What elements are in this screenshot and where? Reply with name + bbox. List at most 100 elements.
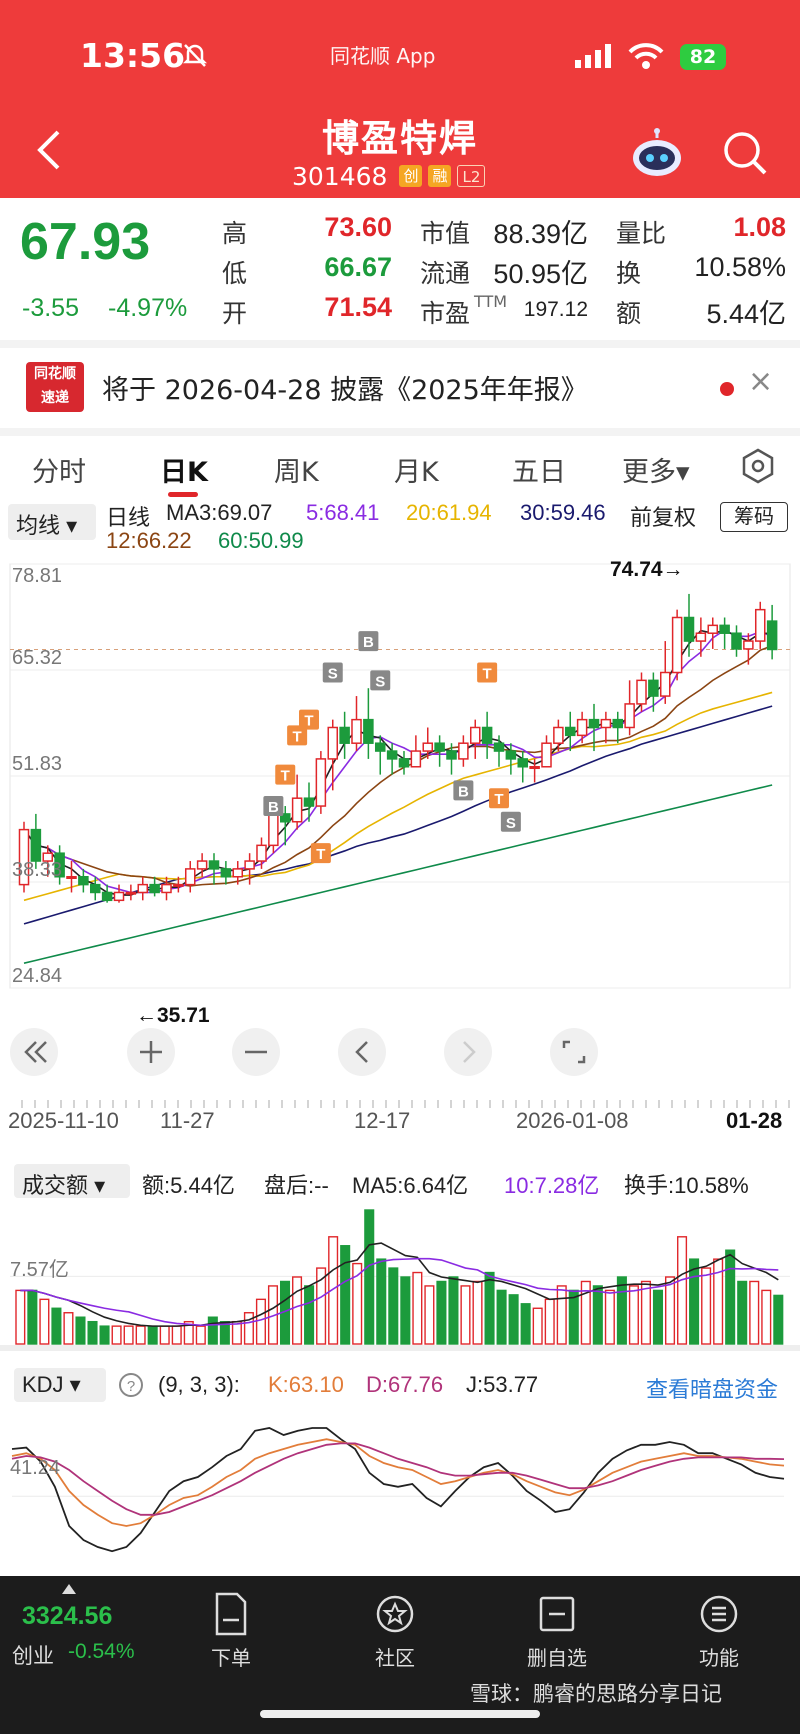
signal-marker [263,796,284,817]
collapse-button[interactable] [10,1028,58,1076]
candle-body [398,758,410,768]
settings-hexagon-icon[interactable] [740,448,776,484]
volume-bar [352,1262,363,1345]
volume-bar [63,1312,74,1345]
fullscreen-button[interactable] [550,1028,598,1076]
candle-body [517,758,529,768]
volume-bar [364,1209,375,1345]
source-app-name: 同花顺 App [330,44,436,68]
ma20-value: 20:61.94 [406,500,492,525]
volume-bar [340,1245,351,1345]
ma60-line [23,784,773,964]
signal-marker-label: B [268,799,279,816]
tab-intraday[interactable]: 分时 [32,457,86,488]
amount-value: 5.44亿 [706,299,786,329]
robot-assistant-icon[interactable] [630,128,684,178]
nav-remove-watchlist-label: 删自选 [527,1646,587,1670]
zoom-out-button[interactable] [232,1028,280,1076]
tab-five-day[interactable]: 五日 [512,457,566,488]
nav-functions[interactable]: 功能 [664,1592,774,1671]
chip-distribution-button[interactable]: 筹码 [720,502,788,532]
candle-body [303,797,315,807]
volume-ma10-line [20,1257,779,1327]
kdj-d: D:67.76 [366,1372,444,1397]
nav-order[interactable]: 下单 [176,1592,286,1671]
unread-dot [720,382,734,396]
nav-remove-watchlist[interactable]: 删自选 [502,1592,612,1671]
candle-body [184,868,196,886]
indicator-select[interactable]: 均线 ▾ [8,504,96,540]
candle-body [196,860,208,870]
volume-bar [388,1267,399,1345]
ma60-value: 60:50.99 [218,528,304,553]
candle-body [351,718,362,744]
volume-bar [87,1320,98,1345]
x-axis-dates: 2025-11-10 11-27 12-17 2026-01-08 01-28 [0,1108,800,1144]
candle-body [529,766,540,770]
kdj-indicator-select[interactable]: KDJ ▾ [14,1368,106,1402]
view-dark-pool-link[interactable]: 查看暗盘资金 [646,1377,779,1402]
volume-bar [39,1298,50,1345]
volume-bar [544,1298,555,1345]
kdj-chart[interactable]: 41.24 [0,1408,800,1558]
volume-bar [580,1280,591,1345]
stock-name: 博盈特焊 [322,117,478,160]
volume-ma-lines [0,1242,800,1351]
volume-bar [713,1258,724,1345]
scroll-left-button[interactable] [338,1028,386,1076]
remove-watchlist-icon [539,1596,575,1632]
x-tick-label-current: 01-28 [726,1108,783,1133]
candle-body [113,891,125,902]
tab-monthly-k[interactable]: 月K [394,457,439,488]
announcement-bar[interactable]: 同花顺 速递 将于 2026-04-28 披露《2025年年报》 × [0,340,800,420]
back-arrow-icon[interactable] [32,128,66,172]
index-value[interactable]: 3324.56 [22,1602,113,1630]
signal-marker-label: T [281,768,290,785]
candle-body [327,726,339,760]
battery-indicator: 82 [680,44,726,70]
scroll-right-button[interactable] [444,1028,492,1076]
candle-body [683,616,695,642]
candle-body [624,703,635,729]
search-icon[interactable] [722,130,768,176]
candle-body [505,750,517,760]
nav-community[interactable]: 社区 [340,1592,450,1671]
volume-ma5: MA5:6.64亿 [352,1173,469,1198]
signal-marker [299,709,319,730]
candle-body [636,679,647,705]
zoom-in-button[interactable] [127,1028,175,1076]
volume-chart[interactable]: 7.57亿 [0,1204,800,1354]
adjust-mode[interactable]: 前复权 [630,505,697,530]
tab-more[interactable]: 更多▾ [622,457,690,488]
candle-body [268,813,279,847]
candle-body [256,844,267,862]
low-annotation: ←35.71 [136,1004,210,1027]
candle-body [481,726,493,744]
candle-body [707,624,719,634]
volume-amount: 额:5.44亿 [142,1173,235,1198]
stock-code-row: 301468 创 融 L2 [292,162,486,191]
pe-value: 197.12 [523,298,588,321]
signal-marker [310,843,331,864]
candle-body [279,813,291,823]
help-icon[interactable]: ? [118,1372,144,1398]
candle-body [588,718,600,729]
close-icon[interactable]: × [748,364,774,399]
tab-daily-k[interactable]: 日K [160,457,208,488]
volume-bar [400,1276,411,1345]
tab-weekly-k[interactable]: 周K [274,457,319,488]
double-chevron-left-icon [24,1041,37,1063]
volume-indicator-select[interactable]: 成交额 ▾ [14,1164,130,1198]
volume-bar [472,1280,483,1345]
kdj-lines [11,1427,785,1553]
kdj-j-line [11,1427,785,1553]
ma-legend: 均线 ▾ 日线 MA3:69.07 5:68.41 20:61.94 30:59… [0,496,800,556]
bottom-nav: 3324.56 创业 -0.54% 下单 社区 删自选 功能 雪球：鹏睿的思路分… [0,1576,800,1734]
y-tick-label: 78.81 [12,565,62,587]
volume-bars [10,1209,790,1345]
candle-body [374,742,386,752]
volume-bar [135,1325,146,1345]
volume-bar [604,1289,615,1345]
volume-bar [496,1289,507,1345]
